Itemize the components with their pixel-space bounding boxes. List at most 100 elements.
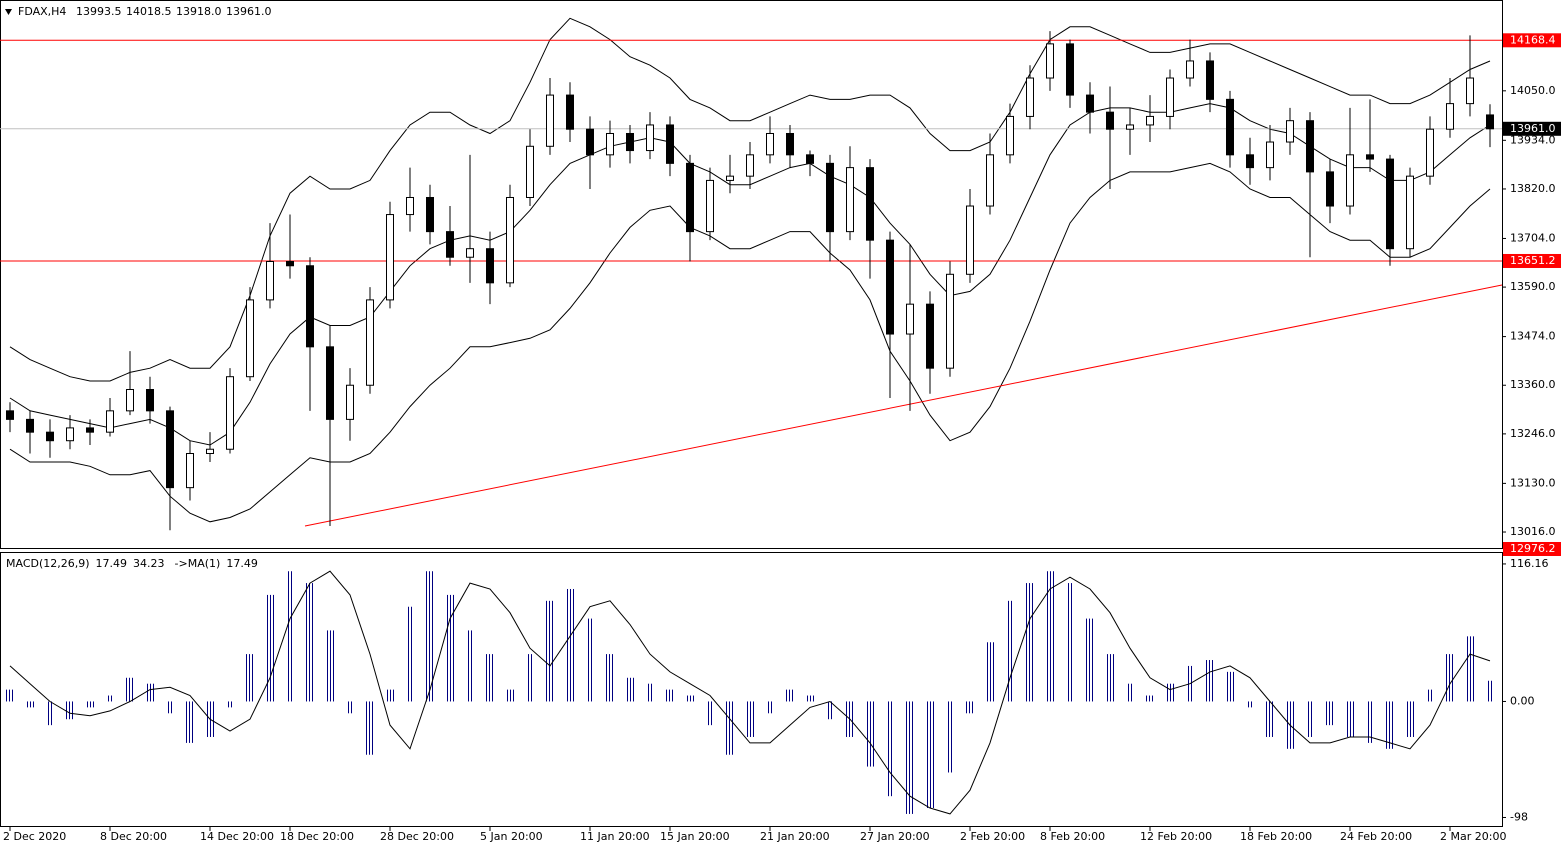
candle-body (1426, 128, 1434, 177)
candle-body (1026, 77, 1034, 117)
symbol: FDAX,H4 (18, 5, 66, 18)
macd-bar (406, 606, 414, 702)
axis-min-box (1503, 542, 1561, 556)
macd-bar (1466, 636, 1474, 702)
macd-bar (706, 701, 714, 726)
macd-bar (1446, 654, 1454, 702)
macd-bar (246, 654, 254, 702)
candle-body (966, 205, 974, 275)
macd-bar (1246, 701, 1254, 708)
x-tick-label: 14 Dec 20:00 (200, 830, 274, 843)
macd-bar (746, 701, 754, 737)
macd-bar (1066, 583, 1074, 702)
candle-body (186, 453, 194, 489)
menu-triangle[interactable] (5, 9, 12, 15)
macd-bar (1326, 701, 1334, 726)
macd-bar (1406, 701, 1414, 737)
candle-body (826, 162, 834, 233)
macd-bar (386, 689, 394, 702)
y-tick-label: 13704.0 (1510, 231, 1556, 244)
candle-body (306, 265, 314, 348)
candle-body (1246, 154, 1254, 169)
macd-bar (1426, 689, 1434, 702)
y-tick-label: 13590.0 (1510, 280, 1556, 293)
level-label: 13651.2 (1510, 254, 1556, 267)
macd-bar (1306, 701, 1314, 737)
y-tick-label: 13016.0 (1510, 525, 1556, 538)
price-pane-frame (0, 0, 1503, 549)
macd-pane-frame (0, 552, 1503, 827)
x-tick-label: 8 Feb 20:00 (1040, 830, 1105, 843)
header-value: 13918.0 (176, 5, 222, 18)
bollinger-lower (9, 162, 1491, 523)
macd-bar (1206, 660, 1214, 702)
candle-body (526, 145, 534, 198)
candle-body (1186, 60, 1194, 79)
x-tick-label: 2 Dec 2020 (3, 830, 66, 843)
candle-body (426, 196, 434, 233)
macd-bar (786, 689, 794, 702)
macd-bar (686, 695, 694, 702)
y-tick-label: 14050.0 (1510, 84, 1556, 97)
candle-body (1166, 77, 1174, 117)
candle-body (1266, 141, 1274, 169)
candle-body (166, 410, 174, 489)
candle-body (606, 132, 614, 156)
candle-body (1006, 115, 1014, 156)
header-value: 13993.5 (76, 5, 122, 18)
level-box (1503, 33, 1561, 48)
trend-line (304, 284, 1503, 527)
x-tick-label: 2 Mar 20:00 (1440, 830, 1506, 843)
candle-body (666, 124, 674, 164)
candle-body (626, 132, 634, 152)
macd-bar (226, 701, 234, 708)
x-tick-label: 11 Jan 20:00 (580, 830, 650, 843)
macd-bar (326, 630, 334, 702)
x-tick-label: 8 Dec 20:00 (100, 830, 167, 843)
macd-bar (826, 701, 834, 720)
macd-bar (346, 701, 354, 714)
macd-bar (1386, 701, 1394, 749)
candle-body (1046, 43, 1054, 79)
y-tick-label: 13360.0 (1510, 378, 1556, 391)
candle-body (1466, 77, 1474, 105)
macd-bar (986, 642, 994, 702)
candle-body (1326, 171, 1334, 207)
macd-bar (546, 600, 554, 702)
bollinger-upper (9, 17, 1491, 382)
candle-body (926, 303, 934, 369)
y-tick-label: 13934.0 (1510, 133, 1556, 146)
y-tick-label: 116.16 (1510, 557, 1549, 570)
candle-body (366, 299, 374, 386)
x-tick-label: 24 Feb 20:00 (1340, 830, 1412, 843)
last-price-box (1503, 121, 1561, 136)
candle-body (786, 132, 794, 156)
macd-bar (306, 583, 314, 702)
candle-body (46, 431, 54, 442)
candle-body (1066, 43, 1074, 96)
macd-bar (466, 630, 474, 702)
macd-bar (946, 701, 954, 773)
candle-body (1286, 120, 1294, 143)
x-tick-label: 15 Jan 20:00 (660, 830, 730, 843)
y-tick-label: 13820.0 (1510, 182, 1556, 195)
candle-body (6, 410, 14, 420)
candle-body (706, 179, 714, 233)
candle-body (646, 124, 654, 152)
macd-bar (1266, 701, 1274, 737)
candle-body (886, 239, 894, 335)
macd-bar (1346, 701, 1354, 737)
candle-body (106, 410, 114, 433)
x-tick-label: 21 Jan 20:00 (760, 830, 830, 843)
macd-title: MACD(12,26,9) (6, 557, 90, 570)
candle-body (1226, 98, 1234, 156)
macd-bar (526, 654, 534, 702)
last-price-label: 13961.0 (1510, 122, 1556, 135)
macd-bar (646, 683, 654, 702)
macd-bar (1086, 618, 1094, 702)
macd-header-value: 34.23 (133, 557, 165, 570)
candle-body (86, 427, 94, 433)
x-tick-label: 18 Feb 20:00 (1240, 830, 1312, 843)
